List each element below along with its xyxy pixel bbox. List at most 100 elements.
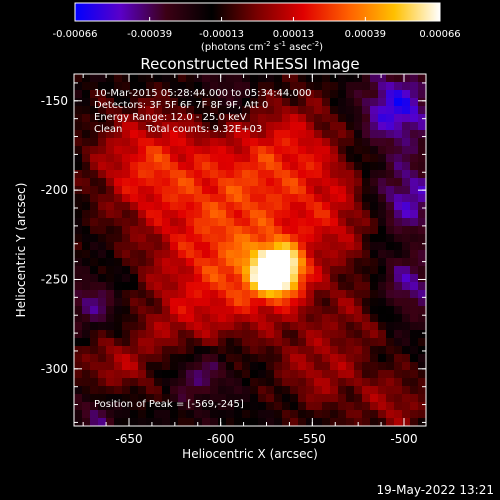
heatmap-cell: [74, 322, 83, 331]
heatmap-cell: [378, 114, 387, 123]
heatmap-cell: [386, 114, 395, 123]
heatmap-cell: [266, 330, 275, 339]
heatmap-cell: [130, 218, 139, 227]
heatmap-cell: [370, 274, 379, 283]
heatmap-cell: [74, 154, 83, 163]
heatmap-cell: [258, 370, 267, 379]
heatmap-cell: [162, 410, 171, 419]
heatmap-cell: [314, 74, 323, 83]
heatmap-cell: [242, 234, 251, 243]
heatmap-cell: [298, 74, 307, 83]
heatmap-cell: [346, 106, 355, 115]
heatmap-cell: [218, 74, 227, 83]
heatmap-cell: [346, 410, 355, 419]
heatmap-cell: [362, 218, 371, 227]
heatmap-cell: [258, 226, 267, 235]
heatmap-cell: [338, 218, 347, 227]
heatmap-cell: [346, 330, 355, 339]
heatmap-cell: [114, 386, 123, 395]
heatmap-cell: [370, 114, 379, 123]
heatmap-cell: [314, 354, 323, 363]
heatmap-cell: [138, 178, 147, 187]
heatmap-cell: [314, 202, 323, 211]
heatmap-cell: [330, 170, 339, 179]
heatmap-cell: [90, 218, 99, 227]
heatmap-cell: [338, 114, 347, 123]
heatmap-cell: [418, 242, 427, 251]
heatmap-cell: [330, 322, 339, 331]
heatmap-cell: [82, 394, 91, 403]
heatmap-cell: [226, 210, 235, 219]
heatmap-cell: [362, 162, 371, 171]
heatmap-cell: [154, 378, 163, 387]
heatmap-cell: [154, 218, 163, 227]
heatmap-cell: [410, 122, 419, 131]
heatmap-cell: [314, 218, 323, 227]
heatmap-cell: [106, 98, 115, 107]
heatmap-cell: [138, 290, 147, 299]
heatmap-cell: [394, 346, 403, 355]
heatmap-cell: [362, 394, 371, 403]
heatmap-cell: [98, 378, 107, 387]
heatmap-cell: [146, 130, 155, 139]
heatmap-cell: [258, 74, 267, 83]
heatmap-cell: [170, 250, 179, 259]
heatmap-cell: [306, 122, 315, 131]
heatmap-cell: [74, 298, 83, 307]
heatmap-cell: [258, 338, 267, 347]
heatmap-cell: [82, 114, 91, 123]
heatmap-cell: [354, 290, 363, 299]
heatmap-cell: [202, 138, 211, 147]
heatmap-cell: [338, 274, 347, 283]
heatmap-cell: [306, 314, 315, 323]
heatmap-cell: [282, 106, 291, 115]
heatmap-cell: [98, 186, 107, 195]
heatmap-cell: [306, 402, 315, 411]
heatmap-cell: [378, 322, 387, 331]
heatmap-cell: [282, 370, 291, 379]
heatmap-cell: [114, 74, 123, 83]
plot-frame: [73, 73, 427, 427]
heatmap-cell: [298, 218, 307, 227]
heatmap-cell: [106, 242, 115, 251]
heatmap-cell: [226, 242, 235, 251]
heatmap-cell: [138, 362, 147, 371]
colorbar-gradient: [74, 2, 441, 22]
heatmap-cell: [378, 146, 387, 155]
heatmap-cell: [162, 218, 171, 227]
heatmap-cell: [130, 202, 139, 211]
heatmap-cell: [98, 370, 107, 379]
heatmap-cell: [418, 322, 427, 331]
heatmap-cell: [194, 298, 203, 307]
heatmap-cell: [378, 178, 387, 187]
heatmap-cell: [274, 354, 283, 363]
heatmap-cell: [186, 274, 195, 283]
heatmap-cell: [354, 130, 363, 139]
heatmap-cell: [258, 154, 267, 163]
heatmap-cell: [74, 338, 83, 347]
heatmap-cell: [186, 98, 195, 107]
heatmap-cell: [154, 162, 163, 171]
heatmap-cell: [194, 90, 203, 99]
heatmap-cell: [210, 298, 219, 307]
heatmap-cell: [306, 298, 315, 307]
heatmap-cell: [338, 146, 347, 155]
heatmap-cell: [114, 338, 123, 347]
heatmap-cell: [354, 202, 363, 211]
heatmap-cell: [90, 210, 99, 219]
heatmap-cell: [90, 386, 99, 395]
annotations: 10-Mar-2015 05:28:44.000 to 05:34:44.000…: [94, 88, 312, 410]
heatmap-cell: [258, 330, 267, 339]
heatmap-cell: [146, 386, 155, 395]
heatmap-cell: [74, 138, 83, 147]
heatmap-cell: [306, 354, 315, 363]
heatmap-cell: [266, 122, 275, 131]
heatmap-cell: [82, 146, 91, 155]
heatmap-cell: [90, 234, 99, 243]
heatmap-cell: [178, 394, 187, 403]
heatmap-cell: [306, 378, 315, 387]
heatmap-cell: [418, 130, 427, 139]
heatmap-cell: [330, 218, 339, 227]
heatmap-cell: [106, 178, 115, 187]
heatmap-cell: [346, 90, 355, 99]
